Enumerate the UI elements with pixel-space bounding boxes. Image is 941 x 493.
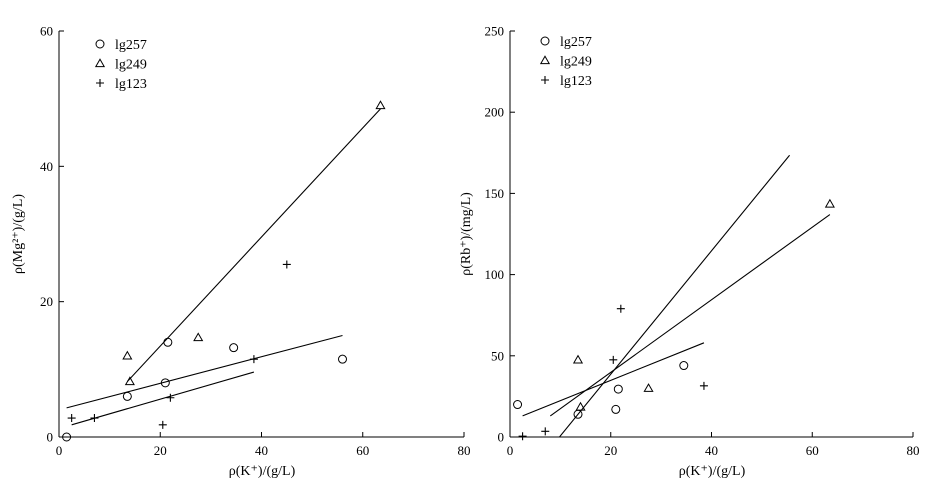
- legend-label-lg257: lg257: [115, 38, 147, 53]
- legend-marker-lg249: [539, 55, 551, 65]
- y-axis-label: ρ(Rb⁺)/(mg/L): [459, 192, 474, 276]
- data-point-lg249: [575, 401, 586, 411]
- y-tick-label: 250: [485, 24, 505, 39]
- data-point-lg123: [518, 432, 527, 441]
- legend-marker-lg123: [541, 76, 549, 84]
- legend-marker-lg249: [94, 58, 106, 68]
- y-axis-label: ρ(Mg²⁺)/(g/L): [11, 194, 26, 274]
- x-tick-label: 80: [907, 443, 920, 458]
- data-point-lg257: [122, 391, 132, 401]
- data-point-lg123: [166, 393, 175, 402]
- rb-vs-k-chart: 0 50 100 150 200 250 0 20 40 60 80 ρ(K⁺)/(g/L) ρ(Rb⁺…: [459, 24, 920, 480]
- data-point-lg249: [124, 376, 135, 386]
- x-tick-label: 60: [806, 443, 819, 458]
- fit-line-lg249: [126, 108, 381, 382]
- data-point-lg249: [824, 198, 835, 208]
- x-tick-label: 80: [458, 443, 471, 458]
- x-axis-label: ρ(K⁺)/(g/L): [229, 464, 296, 479]
- legend-label-lg249: lg249: [560, 55, 592, 70]
- data-point-lg249: [375, 100, 386, 110]
- data-point-lg257: [611, 404, 621, 414]
- y-tick-label: 0: [47, 430, 54, 445]
- data-point-lg257: [613, 384, 623, 394]
- legend-marker-lg257: [95, 39, 105, 49]
- fit-line-lg123: [558, 154, 791, 437]
- data-point-lg257: [679, 361, 689, 371]
- x-axis-label: ρ(K⁺)/(g/L): [679, 464, 746, 479]
- y-tick-label: 50: [491, 348, 504, 363]
- legend-label-lg123: lg123: [560, 74, 592, 89]
- data-point-lg257: [513, 400, 523, 410]
- x-tick-label: 0: [507, 443, 514, 458]
- data-point-lg123: [699, 381, 708, 390]
- x-tick-label: 40: [705, 443, 718, 458]
- legend-label-lg257: lg257: [560, 35, 592, 50]
- legend-label-lg123: lg123: [115, 77, 147, 92]
- data-point-lg249: [122, 350, 133, 360]
- y-tick-label: 20: [40, 294, 53, 309]
- x-tick-label: 20: [154, 443, 167, 458]
- data-point-lg123: [616, 304, 625, 313]
- data-point-lg249: [572, 354, 584, 364]
- x-tick-label: 20: [604, 443, 617, 458]
- legend-marker-lg257: [540, 36, 550, 46]
- data-point-lg257: [163, 337, 173, 347]
- x-tick-label: 0: [56, 443, 63, 458]
- data-point-lg257: [160, 378, 170, 388]
- y-tick-label: 100: [485, 267, 505, 282]
- y-tick-label: 200: [485, 105, 505, 120]
- data-point-lg257: [62, 432, 72, 442]
- data-point-lg123: [541, 427, 550, 436]
- data-point-lg123: [67, 414, 76, 423]
- data-point-lg257: [338, 354, 347, 364]
- data-point-lg123: [609, 355, 618, 364]
- x-tick-label: 40: [255, 443, 268, 458]
- legend-label-lg249: lg249: [115, 58, 147, 73]
- y-tick-label: 150: [485, 186, 505, 201]
- x-tick-label: 60: [356, 443, 369, 458]
- data-point-lg123: [249, 355, 258, 364]
- legend-marker-lg123: [96, 79, 104, 87]
- y-tick-label: 40: [40, 159, 53, 174]
- data-point-lg123: [90, 414, 99, 423]
- data-point-lg257: [229, 343, 239, 353]
- fit-line-lg257: [66, 334, 343, 409]
- y-tick-label: 60: [40, 24, 53, 39]
- data-point-lg123: [158, 420, 167, 429]
- fit-line-lg257: [522, 342, 705, 417]
- mg-vs-k-chart: 0 20 40 60 0 20 40 60 80 ρ(K⁺)/(g/L) ρ(Mg²⁺)/(g/L)…: [11, 24, 471, 480]
- data-point-lg123: [282, 260, 291, 269]
- fit-line-lg249: [549, 214, 831, 417]
- data-point-lg249: [193, 332, 204, 342]
- fit-line-lg123: [71, 371, 255, 426]
- y-tick-label: 0: [498, 430, 505, 445]
- data-point-lg249: [643, 383, 654, 392]
